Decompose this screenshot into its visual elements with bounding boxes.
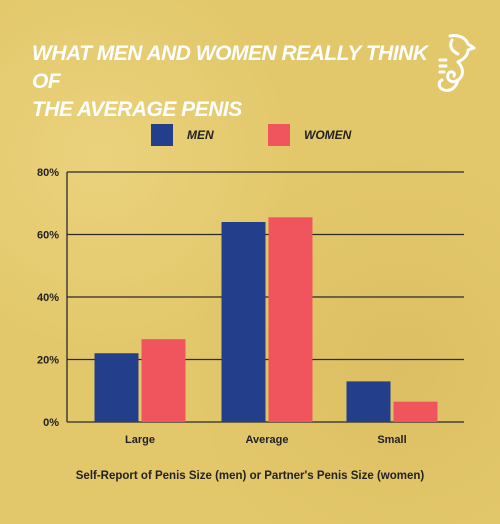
x-tick-label: Small [377, 434, 406, 446]
legend-label-men: MEN [187, 128, 214, 142]
y-tick-label: 0% [43, 417, 59, 429]
y-tick-label: 40% [37, 292, 59, 304]
y-tick-label: 80% [37, 167, 59, 179]
bar-chart: 0% 20% 40% 60% 80% Large Average Small [37, 167, 464, 446]
legend-swatch-men [151, 124, 173, 146]
bar-women-average [268, 217, 313, 422]
y-tick-label: 20% [37, 355, 59, 367]
bar-men-average [221, 222, 266, 422]
legend-item-women: WOMEN [268, 124, 351, 146]
y-tick-label: 60% [37, 230, 59, 242]
legend-swatch-women [268, 124, 290, 146]
x-tick-label: Average [245, 434, 288, 446]
chart-legend: MEN WOMEN [0, 124, 500, 150]
legend-label-women: WOMEN [304, 128, 352, 142]
bar-women-large [141, 339, 186, 422]
bar-women-small [393, 401, 438, 422]
legend-item-men: MEN [151, 124, 214, 146]
chart-title: WHAT MEN AND WOMEN REALLY THINK OF THE A… [32, 40, 432, 124]
seahorse-logo-icon [437, 34, 476, 92]
bar-men-small [346, 381, 391, 422]
x-tick-label: Large [125, 434, 155, 446]
bar-men-large [94, 353, 139, 422]
chart-title-line-2: THE AVERAGE PENIS [32, 98, 242, 121]
x-axis-title: Self-Report of Penis Size (men) or Partn… [75, 470, 425, 482]
chart-title-line-1: WHAT MEN AND WOMEN REALLY THINK OF [32, 42, 428, 93]
